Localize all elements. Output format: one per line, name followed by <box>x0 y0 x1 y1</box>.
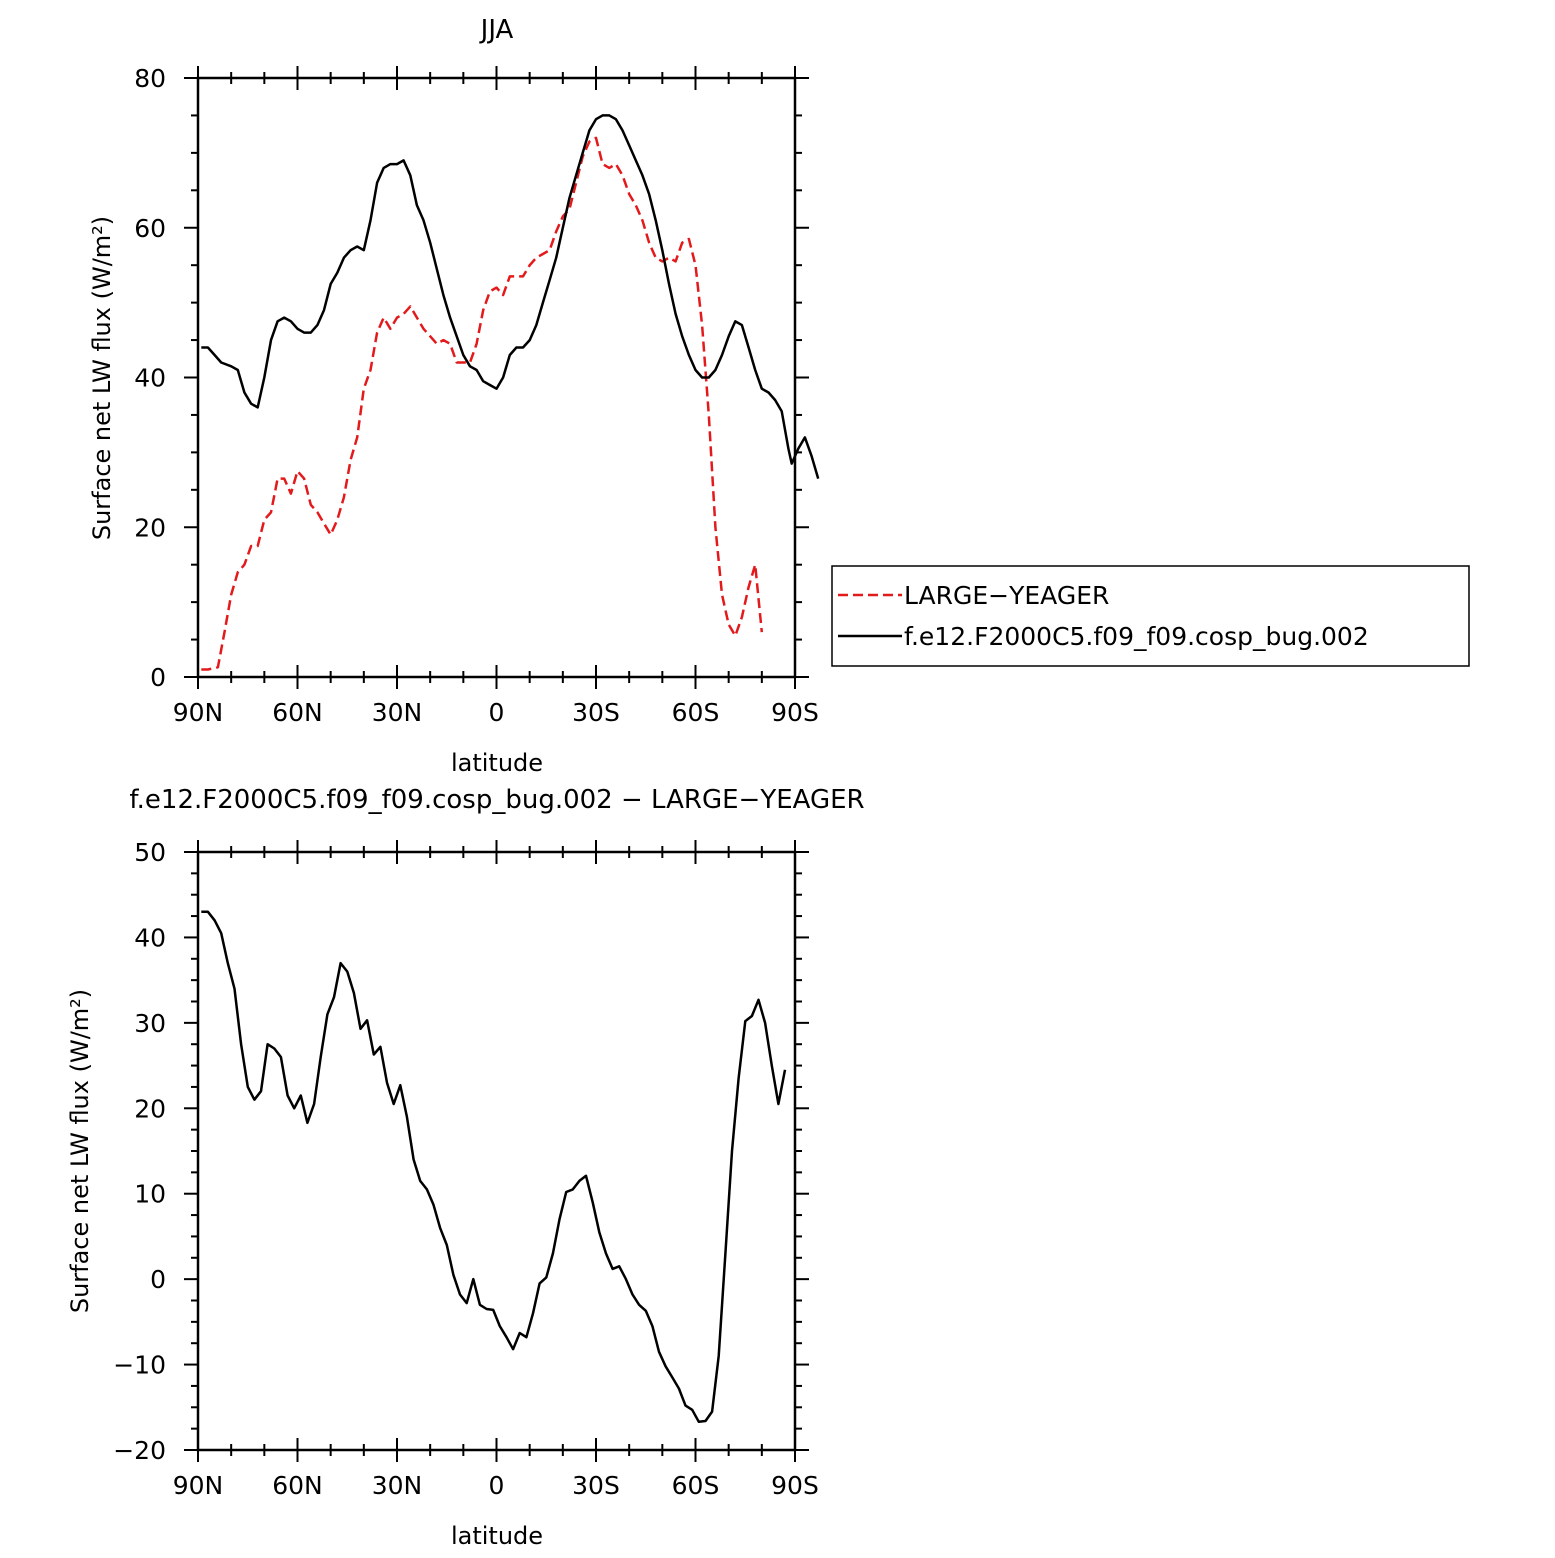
bottom-panel: f.e12.F2000C5.f09_f09.cosp_bug.002 − LAR… <box>66 785 865 1550</box>
x-tick-label: 30S <box>572 1471 620 1500</box>
y-tick-label: 40 <box>134 364 166 393</box>
top-y-axis-label: Surface net LW flux (W/m²) <box>88 216 116 540</box>
series-line-large-yeager <box>201 136 764 671</box>
y-tick-label: 0 <box>150 663 166 692</box>
bottom-x-axis-label: latitude <box>451 1522 543 1550</box>
legend-label-cosp-bug: f.e12.F2000C5.f09_f09.cosp_bug.002 <box>904 622 1369 651</box>
x-tick-label: 0 <box>489 1471 505 1500</box>
series-line-cosp-bug <box>201 114 820 479</box>
series-line-difference <box>201 910 787 1424</box>
y-tick-label: −20 <box>113 1436 166 1465</box>
x-tick-label: 30S <box>572 698 620 727</box>
y-tick-label: 40 <box>134 923 166 952</box>
x-tick-label: 30N <box>372 1471 423 1500</box>
y-tick-label: 20 <box>134 1094 166 1123</box>
legend: LARGE−YEAGER f.e12.F2000C5.f09_f09.cosp_… <box>831 565 1470 667</box>
bottom-plot-frame <box>196 850 797 1452</box>
x-tick-label: 60S <box>672 698 720 727</box>
x-tick-label: 60N <box>272 698 323 727</box>
x-tick-label: 90S <box>771 698 819 727</box>
legend-label-large-yeager: LARGE−YEAGER <box>904 581 1109 610</box>
x-tick-label: 30N <box>372 698 423 727</box>
y-tick-label: 50 <box>134 838 166 867</box>
legend-box <box>831 565 1470 667</box>
y-tick-label: 80 <box>134 64 166 93</box>
x-tick-label: 60S <box>672 1471 720 1500</box>
bottom-panel-title: f.e12.F2000C5.f09_f09.cosp_bug.002 − LAR… <box>129 785 864 815</box>
x-tick-label: 60N <box>272 1471 323 1500</box>
top-x-axis-label: latitude <box>451 749 543 777</box>
x-tick-label: 90N <box>173 698 224 727</box>
y-tick-label: 10 <box>134 1180 166 1209</box>
top-panel-title: JJA <box>479 15 514 45</box>
y-tick-label: −10 <box>113 1351 166 1380</box>
x-tick-label: 0 <box>489 698 505 727</box>
y-tick-label: 0 <box>150 1265 166 1294</box>
top-panel: JJA 90N 60N 30N 0 30S 60S 90S 0 20 40 60 80 latitud… <box>88 15 820 777</box>
y-tick-label: 30 <box>134 1009 166 1038</box>
y-tick-label: 60 <box>134 214 166 243</box>
bottom-y-axis-label: Surface net LW flux (W/m²) <box>66 989 94 1313</box>
x-tick-label: 90N <box>173 1471 224 1500</box>
x-tick-label: 90S <box>771 1471 819 1500</box>
y-tick-label: 20 <box>134 513 166 542</box>
